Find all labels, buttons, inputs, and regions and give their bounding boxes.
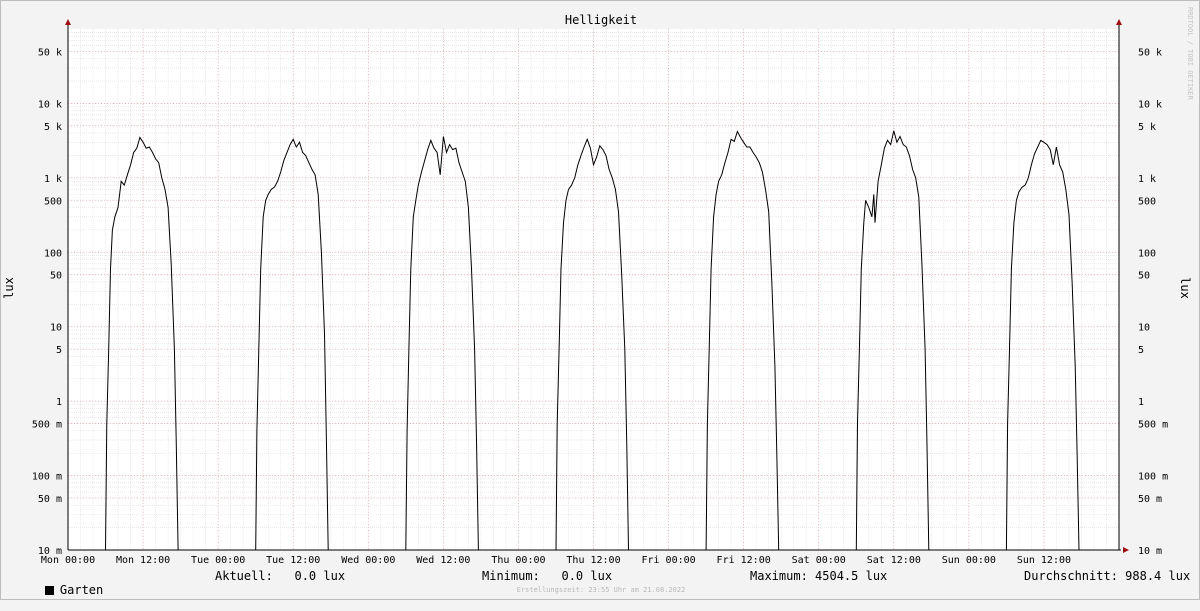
creation-time: Erstellungszeit: 23:55 Uhr am 21.08.2022 [516, 586, 686, 594]
y-axis-arrow-right [1116, 19, 1122, 25]
x-tick-label: Tue 12:00 [266, 555, 320, 566]
brightness-chart: Helligkeit lux lux RRDTOOL / TOBI OETIKE… [2, 7, 1194, 566]
y-tick-label-right: 50 [1138, 271, 1150, 282]
y-tick-label-right: 50 k [1138, 47, 1162, 58]
y-tick-label-right: 1 [1138, 397, 1144, 408]
x-tick-label: Wed 00:00 [341, 555, 395, 566]
y-tick-label-right: 1 k [1138, 174, 1156, 185]
y-axis-arrow-left [65, 19, 71, 25]
legend-average: Durchschnitt: 988.4 lux [1024, 569, 1191, 583]
legend-minimum: Minimum: 0.0 lux [482, 569, 613, 583]
y-tick-label-left: 1 k [44, 174, 62, 185]
y-tick-label-right: 50 m [1138, 494, 1162, 505]
y-axis-label-right: lux [1178, 277, 1192, 299]
y-tick-label-left: 10 [50, 323, 62, 334]
x-axis-arrow [1123, 547, 1129, 553]
y-tick-label-left: 50 [50, 271, 62, 282]
legend-maximum: Maximum: 4504.5 lux [750, 569, 888, 583]
y-tick-label-right: 10 k [1138, 99, 1162, 110]
legend-current: Aktuell: 0.0 lux [215, 569, 346, 583]
chart-title: Helligkeit [565, 13, 637, 27]
x-tick-label: Mon 00:00 [41, 555, 95, 566]
x-tick-label: Wed 12:00 [416, 555, 470, 566]
y-tick-label-right: 500 m [1138, 420, 1168, 431]
y-tick-label-right: 10 m [1138, 546, 1162, 557]
legend-series-label: Garten [59, 583, 104, 597]
y-tick-label-left: 10 k [38, 99, 62, 110]
y-tick-label-right: 500 [1138, 196, 1156, 207]
y-axis-label-left: lux [2, 277, 16, 299]
tick-labels: 10 m 10 m 50 m 50 m 100 m 100 m 500 m 500 m 1 1 5 5… [32, 47, 1168, 566]
y-tick-label-right: 100 [1138, 248, 1156, 259]
y-tick-label-left: 10 m [38, 546, 62, 557]
x-tick-label: Sun 00:00 [942, 555, 996, 566]
legend-garten: Garten [16, 569, 103, 611]
y-tick-label-right: 100 m [1138, 472, 1168, 483]
y-tick-label-left: 50 k [38, 47, 62, 58]
x-tick-label: Fri 00:00 [641, 555, 695, 566]
x-tick-label: Thu 12:00 [566, 555, 620, 566]
x-tick-label: Tue 00:00 [191, 555, 245, 566]
rrdtool-watermark: RRDTOOL / TOBI OETIKER [1186, 7, 1194, 101]
x-tick-label: Thu 00:00 [491, 555, 545, 566]
y-tick-label-left: 500 m [32, 420, 62, 431]
legend-swatch [44, 586, 54, 595]
y-tick-label-left: 1 [56, 397, 62, 408]
y-tick-label-right: 10 [1138, 323, 1150, 334]
grid [67, 29, 1120, 551]
y-tick-label-left: 100 [44, 248, 62, 259]
y-tick-label-left: 5 k [44, 122, 62, 133]
y-tick-label-left: 5 [56, 345, 62, 356]
y-tick-label-right: 5 [1138, 345, 1144, 356]
x-tick-label: Fri 12:00 [717, 555, 771, 566]
y-tick-label-right: 5 k [1138, 122, 1156, 133]
y-tick-label-left: 100 m [32, 472, 62, 483]
x-tick-label: Mon 12:00 [116, 555, 170, 566]
y-tick-label-left: 500 [44, 196, 62, 207]
x-tick-label: Sat 12:00 [867, 555, 921, 566]
series-line-garten [68, 130, 1119, 551]
y-tick-label-left: 50 m [38, 494, 62, 505]
x-tick-label: Sat 00:00 [792, 555, 846, 566]
x-tick-label: Sun 12:00 [1017, 555, 1071, 566]
